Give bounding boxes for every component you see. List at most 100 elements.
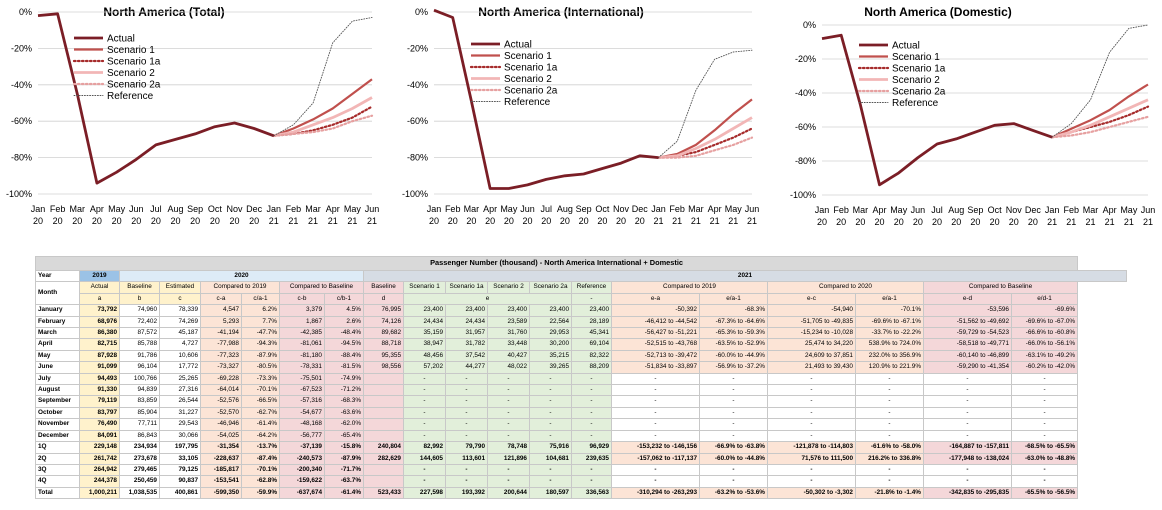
table-cell: 35,159 [403, 327, 446, 340]
table-cell: -87.9% [241, 349, 280, 363]
table-cell: 31,957 [445, 327, 488, 340]
x-tick-label: 20 [894, 217, 904, 227]
x-tick-label: Oct [595, 204, 610, 214]
code-cell: e [403, 292, 572, 306]
table-cell: - [445, 406, 488, 420]
x-tick-label: Jun [365, 204, 380, 214]
col-cmp2020: Compared to 2020 [767, 281, 924, 294]
table-cell: 229,148 [79, 441, 120, 454]
table-cell: - [529, 418, 572, 431]
x-tick-label: Feb [1064, 205, 1080, 215]
table-cell: 100,766 [119, 372, 160, 386]
x-tick-label: 20 [485, 216, 495, 226]
table-row: September 79,119 83,859 26,544 -52,576 -66.5%… [35, 395, 1127, 408]
y-tick-label: -20% [795, 54, 816, 64]
table-cell: -59,290 to -41,354 [923, 361, 1012, 374]
table-cell: 83,797 [79, 406, 120, 420]
table-cell: 4,727 [159, 338, 201, 351]
table-cell: - [403, 384, 446, 397]
table-cell: 74,126 [363, 315, 404, 329]
table-cell: -81,180 [279, 349, 325, 363]
table-cell: - [767, 463, 856, 477]
table-cell: 86,843 [119, 429, 160, 443]
table-cell: 76,490 [79, 418, 120, 431]
table-cell: -61.4% [241, 418, 280, 431]
table-cell: 23,400 [445, 304, 488, 317]
table-row: 1Q 229,148 234,934 197,795 -31,354 -13.7% -37,… [35, 441, 1127, 454]
x-tick-label: Apr [90, 204, 104, 214]
table-cell: 82,992 [403, 441, 446, 454]
table-cell: - [571, 475, 612, 488]
table-cell: 77,711 [119, 418, 160, 431]
table-cell: 4.5% [324, 304, 364, 317]
table-cell: -70.1% [855, 304, 924, 317]
table-cell: 538.9% to 724.0% [855, 338, 924, 351]
table-cell: -63.5% to -52.9% [699, 338, 768, 351]
legend-label: Scenario 1a [892, 64, 946, 75]
x-tick-label: Sep [576, 204, 592, 214]
table-cell: -51,562 to -49,692 [923, 315, 1012, 329]
y-tick-label: -40% [795, 88, 816, 98]
table-cell: 33,448 [487, 338, 530, 351]
table-cell: 22,564 [529, 315, 572, 329]
table-cell: -69.6% [1010, 304, 1079, 317]
table-cell: - [403, 372, 446, 386]
x-tick-label: 21 [1047, 217, 1057, 227]
col-cmpbase: Compared to Baseline [279, 281, 364, 294]
table-cell: 227,598 [403, 486, 446, 500]
table-cell: 23,400 [403, 304, 446, 317]
x-tick-label: Jan [651, 204, 666, 214]
x-tick-label: 20 [635, 216, 645, 226]
x-tick-label: 21 [347, 216, 357, 226]
table-cell: - [487, 372, 530, 386]
col-s1a: Scenario 1a [445, 281, 488, 294]
table-cell: 264,942 [79, 463, 120, 477]
table-cell: -46,946 [200, 418, 242, 431]
table-cell: 113,601 [445, 452, 488, 465]
x-tick-label: 21 [653, 216, 663, 226]
table-cell: 69,104 [571, 338, 612, 351]
y-tick-label: -80% [11, 153, 32, 163]
table-cell: 1,038,535 [119, 486, 160, 500]
legend-label: Scenario 2 [107, 68, 155, 79]
y-tick-label: 0% [803, 20, 816, 30]
x-tick-label: Dec [246, 204, 263, 214]
row-label: 1Q [35, 441, 80, 454]
series-line-scenario-2 [658, 116, 753, 159]
table-cell: 240,804 [363, 441, 404, 454]
x-tick-label: 20 [560, 216, 570, 226]
table-cell: -159,622 [279, 475, 325, 488]
table-cell: - [611, 463, 700, 477]
table-cell: 104,681 [529, 452, 572, 465]
x-tick-label: 20 [151, 216, 161, 226]
x-tick-label: Dec [1025, 205, 1042, 215]
table-cell: -68.3% [324, 395, 364, 408]
legend-label: Reference [504, 97, 551, 108]
x-tick-label: Feb [286, 204, 302, 214]
table-cell: 7.7% [241, 315, 280, 329]
table-cell: -70.1% [241, 384, 280, 397]
table-cell: -60.0% to -44.9% [699, 349, 768, 363]
table-cell: - [487, 418, 530, 431]
series-line-actual [37, 12, 275, 185]
table-cell: -637,674 [279, 486, 325, 500]
x-tick-label: 20 [190, 216, 200, 226]
table-cell: -63.6% [324, 406, 364, 420]
table-cell: -62.0% [324, 418, 364, 431]
y-tick-label: -100% [6, 189, 32, 199]
table-cell: 180,597 [529, 486, 572, 500]
col-s1: Scenario 1 [403, 281, 446, 294]
series-line-scenario-2a [272, 114, 374, 137]
table-row: May 87,928 91,786 10,606 -77,323 -87.9% -81,18… [35, 349, 1127, 363]
x-tick-label: 20 [817, 217, 827, 227]
table-cell: 121,896 [487, 452, 530, 465]
code-cell: e/a-1 [855, 292, 924, 306]
row-label: February [35, 315, 80, 329]
row-label: September [35, 395, 80, 408]
x-tick-label: 20 [875, 217, 885, 227]
table-cell [363, 372, 404, 386]
legend-label: Scenario 2a [107, 80, 161, 91]
table-cell: - [923, 463, 1012, 477]
x-tick-label: Oct [988, 205, 1003, 215]
table-cell: - [923, 406, 1012, 420]
